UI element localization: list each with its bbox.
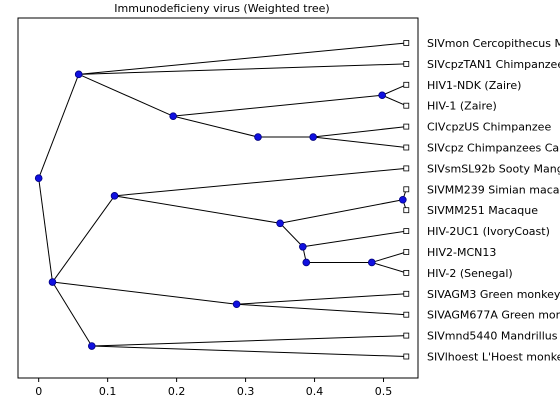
leaf-marker: [403, 249, 410, 255]
leaf-marker: [403, 228, 410, 235]
node-n5: [309, 133, 317, 141]
internal-nodes: [34, 70, 407, 350]
leaves: SIVmon Cercopithecus Mona SIVcpzTAN1 Chim…: [403, 37, 560, 364]
leaf-label: HIV-2 (Senegal): [427, 267, 513, 280]
branch-n4: [173, 115, 259, 138]
branch-n9: [279, 199, 403, 224]
leaf-label: SIVsmSL92b Sooty Mangabey: [427, 162, 560, 175]
branch-n1: [38, 74, 80, 179]
x-tick-label: 0.5: [375, 385, 393, 398]
node-n9: [399, 195, 407, 204]
branch-n8: [114, 195, 281, 224]
leaf-branch: [78, 63, 407, 75]
x-tick-label: 0.1: [99, 385, 117, 398]
node-n12: [367, 258, 376, 267]
leaf-marker: [403, 311, 410, 318]
x-axis: 0 0.1 0.2 0.3 0.4 0.5: [35, 378, 392, 398]
node-n2: [169, 112, 177, 120]
leaf-branch: [302, 230, 407, 248]
node-root: [34, 174, 43, 182]
branch-n3: [173, 94, 383, 117]
node-n1: [74, 70, 83, 79]
leaf-marker: [403, 123, 410, 130]
leaf-marker: [403, 81, 410, 88]
x-tick-label: 0: [35, 385, 42, 398]
node-n11: [302, 258, 311, 267]
leaf-marker: [403, 186, 410, 193]
leaf-label: SIVmon Cercopithecus Mona: [427, 37, 560, 50]
node-n14: [87, 342, 96, 350]
leaf-label: SIVMM251 Macaque: [427, 204, 538, 217]
leaf-label: CIVcpzUS Chimpanzee: [427, 121, 551, 134]
leaf-label: SIVMM239 Simian macaque: [427, 183, 560, 196]
leaf-marker: [403, 207, 410, 214]
branch-n2: [78, 73, 174, 117]
leaf-label: SIVcpz Chimpanzees Cameroon: [427, 142, 560, 155]
leaf-marker: [403, 40, 410, 46]
leaf-marker: [403, 353, 410, 360]
leaf-branch: [313, 136, 407, 148]
leaf-label: SIVmnd5440 Mandrillus sphinx: [427, 330, 560, 343]
leaf-label: SIVAGM3 Green monkey: [427, 288, 560, 301]
leaf-branch: [381, 94, 407, 107]
node-n8: [276, 219, 284, 228]
leaf-label: SIVAGM677A Green monkey: [427, 309, 560, 322]
leaf-label: SIVcpzTAN1 Chimpanzee: [427, 58, 560, 71]
node-n10: [299, 242, 307, 251]
leaf-marker: [403, 290, 410, 297]
node-n3: [378, 91, 386, 100]
leaf-branch: [91, 335, 407, 347]
leaf-branch: [114, 167, 407, 197]
leaf-branch: [371, 261, 407, 274]
leaf-label: HIV1-NDK (Zaire): [427, 79, 521, 92]
branch-n14: [52, 281, 93, 347]
branch-n7: [52, 195, 115, 283]
leaf-marker: [403, 165, 410, 172]
x-tick-label: 0.2: [168, 385, 186, 398]
leaf-label: SIVlhoest L'Hoest monkey: [427, 351, 560, 364]
branch-n6: [38, 178, 53, 283]
node-n7: [110, 192, 119, 200]
leaf-branch: [381, 84, 407, 96]
leaf-label: HIV-1 (Zaire): [427, 100, 497, 113]
branches: [38, 42, 407, 357]
tree-title: Immunodeficieny virus (Weighted tree): [114, 2, 329, 15]
leaf-marker: [403, 61, 410, 67]
node-n6: [48, 278, 57, 286]
leaf-branch: [91, 345, 407, 357]
branch-n10: [279, 222, 304, 248]
leaf-branch: [236, 303, 407, 316]
node-n13: [232, 300, 241, 309]
leaf-marker: [403, 332, 410, 339]
x-tick-label: 0.4: [306, 385, 324, 398]
leaf-branch: [236, 293, 407, 305]
leaf-marker: [403, 102, 410, 109]
leaf-branch: [78, 42, 407, 75]
leaf-branch: [371, 251, 407, 263]
x-tick-label: 0.3: [237, 385, 255, 398]
plot-frame: [17, 17, 419, 379]
leaf-marker: [403, 269, 410, 276]
leaf-label: HIV2-MCN13: [427, 246, 496, 259]
leaf-branch: [313, 126, 407, 138]
node-n4: [254, 133, 262, 141]
leaf-label: HIV-2UC1 (IvoryCoast): [427, 225, 550, 238]
leaf-marker: [403, 144, 410, 151]
branch-n13: [52, 281, 237, 305]
